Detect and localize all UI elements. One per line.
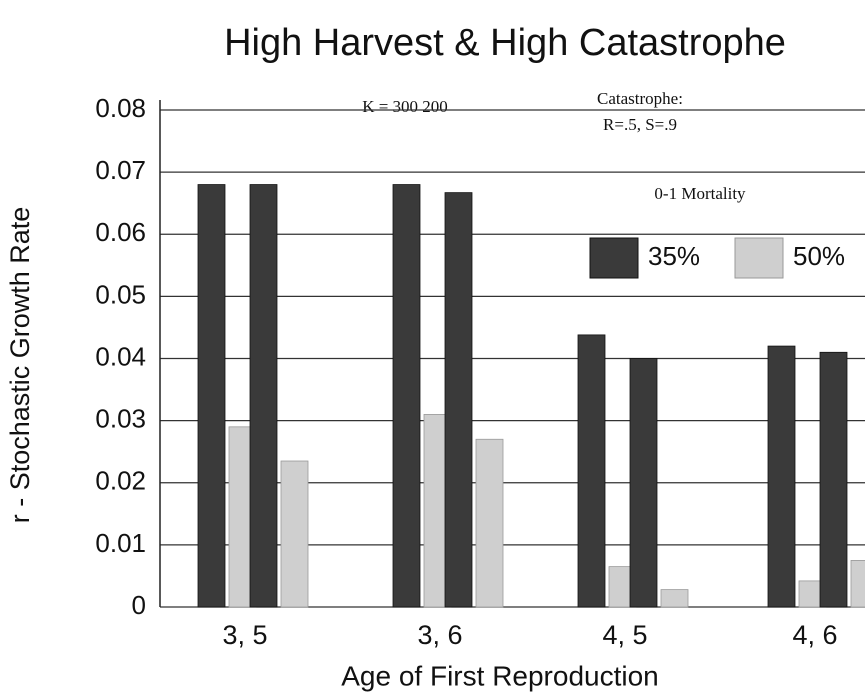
bar bbox=[629, 358, 658, 608]
y-tick-label: 0.06 bbox=[95, 217, 146, 247]
legend-swatch bbox=[734, 237, 784, 279]
legend-title: 0-1 Mortality bbox=[654, 184, 746, 203]
y-tick-label: 0.07 bbox=[95, 155, 146, 185]
annotation: R=.5, S=.9 bbox=[603, 115, 677, 134]
bar bbox=[767, 345, 796, 608]
y-tick-label: 0 bbox=[132, 590, 146, 620]
bar bbox=[280, 460, 309, 608]
bar bbox=[819, 351, 848, 608]
y-tick-label: 0.04 bbox=[95, 341, 146, 371]
bar bbox=[197, 184, 226, 608]
x-axis-label: Age of First Reproduction bbox=[341, 660, 659, 691]
bar bbox=[444, 192, 473, 608]
x-tick-label: 3, 5 bbox=[222, 620, 267, 650]
y-tick-label: 0.01 bbox=[95, 528, 146, 558]
annotation: Catastrophe: bbox=[597, 89, 683, 108]
annotation: K = 300 200 bbox=[362, 97, 448, 116]
legend-label: 35% bbox=[648, 241, 700, 271]
bar bbox=[850, 560, 865, 608]
bar bbox=[249, 184, 278, 608]
bar bbox=[577, 334, 606, 608]
chart-title: High Harvest & High Catastrophe bbox=[224, 22, 786, 64]
y-tick-label: 0.03 bbox=[95, 404, 146, 434]
bar bbox=[475, 438, 504, 608]
legend-swatch bbox=[589, 237, 639, 279]
y-tick-label: 0.05 bbox=[95, 279, 146, 309]
x-tick-label: 3, 6 bbox=[417, 620, 462, 650]
y-tick-label: 0.08 bbox=[95, 93, 146, 123]
bar bbox=[660, 589, 689, 608]
legend-label: 50% bbox=[793, 241, 845, 271]
x-tick-label: 4, 5 bbox=[602, 620, 647, 650]
x-tick-label: 4, 6 bbox=[792, 620, 837, 650]
y-axis-label: r - Stochastic Growth Rate bbox=[5, 207, 35, 524]
bar bbox=[392, 184, 421, 608]
y-tick-label: 0.02 bbox=[95, 466, 146, 496]
